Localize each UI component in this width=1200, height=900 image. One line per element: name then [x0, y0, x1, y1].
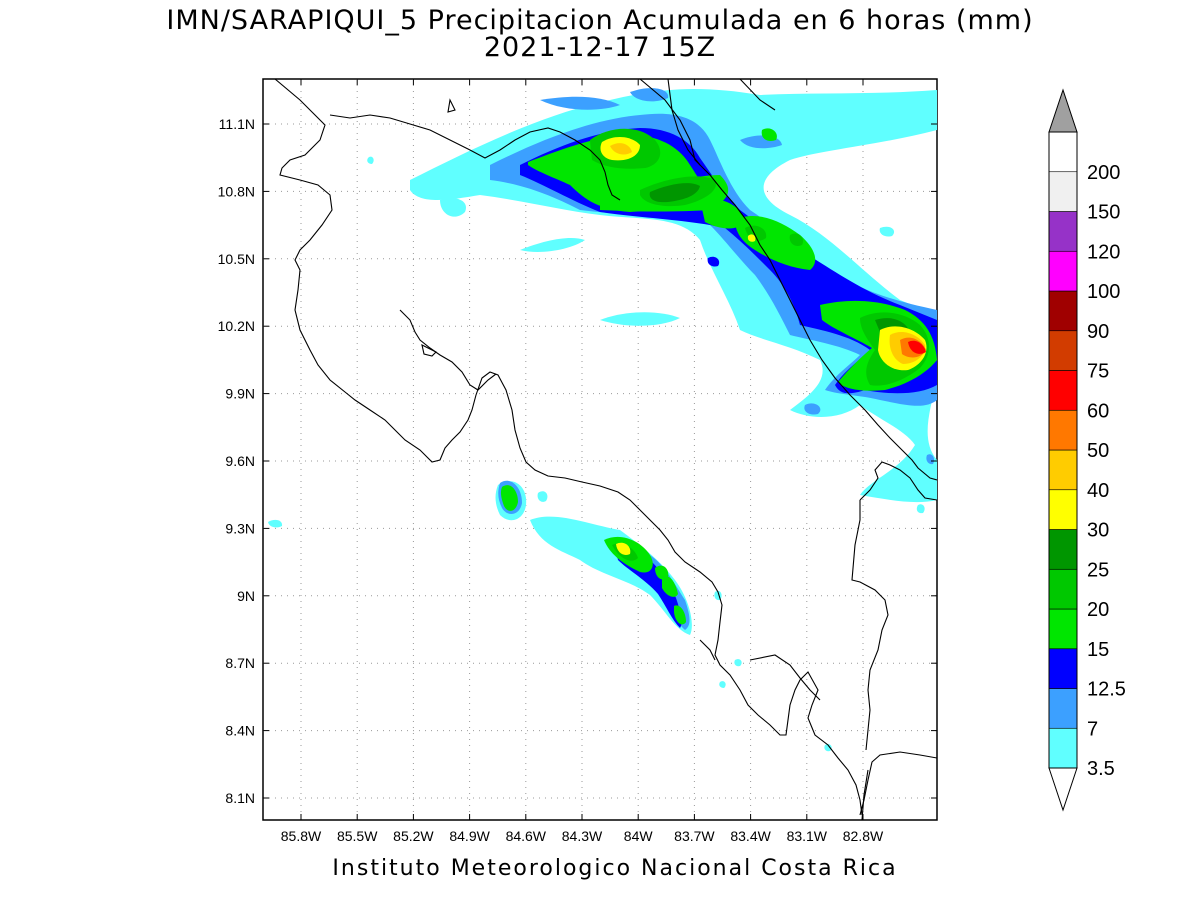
colorbar-label: 75: [1087, 361, 1109, 383]
lat-tick-label: 8.4N: [225, 723, 255, 739]
lon-tick-label: 85.8W: [281, 828, 322, 844]
latitude-axis: 11.1N 10.8N 10.5N 10.2N 9.9N 9.6N 9.3N 9N 8.7N 8.…: [218, 116, 937, 806]
colorbar-swatch: [1048, 489, 1078, 530]
colorbar-label: 60: [1087, 400, 1109, 422]
colorbar-label: 40: [1087, 480, 1109, 502]
colorbar-label: 7: [1087, 718, 1098, 740]
lat-tick-label: 9.3N: [225, 520, 255, 536]
map-title: IMN/SARAPIQUI_5 Precipitacion Acumulada …: [166, 5, 1034, 36]
colorbar-swatch: [1048, 727, 1078, 769]
colorbar-label: 200: [1087, 162, 1120, 184]
coastlines: [274, 79, 937, 820]
colorbar-label: 50: [1087, 440, 1109, 462]
colorbar-swatch: [1048, 290, 1078, 332]
lat-tick-label: 11.1N: [219, 116, 255, 132]
lon-tick-label: 85.5W: [337, 828, 378, 844]
colorbar-label: 120: [1087, 241, 1120, 263]
lon-tick-label: 84.9W: [449, 828, 490, 844]
map-datetime: 2021-12-17 15Z: [483, 32, 717, 63]
colorbar-bottom-arrow: [1048, 767, 1078, 812]
lon-tick-label: 83.1W: [787, 828, 828, 844]
colorbar-swatch: [1048, 250, 1078, 292]
lat-tick-label: 10.5N: [218, 251, 255, 267]
colorbar-label: 150: [1087, 202, 1120, 224]
colorbar-label: 20: [1087, 599, 1109, 621]
footer-credit: Instituto Meteorologico Nacional Costa R…: [332, 856, 898, 881]
colorbar-swatch: [1048, 688, 1078, 729]
colorbar-swatch: [1048, 409, 1078, 451]
precip-60mm: [908, 340, 926, 354]
lat-tick-label: 8.7N: [225, 655, 255, 671]
lat-tick-label: 10.2N: [218, 318, 255, 334]
lon-tick-label: 84W: [624, 828, 654, 844]
lat-tick-label: 8.1N: [225, 790, 255, 806]
colorbar-swatch: [1048, 608, 1078, 650]
colorbar: 3.5 7 12.5 15 20 25 30 40 50 60 75 90 100 120 150 200: [1048, 88, 1126, 812]
lat-tick-label: 9.9N: [225, 386, 255, 402]
colorbar-swatch: [1048, 370, 1078, 411]
colorbar-label: 3.5: [1087, 758, 1115, 780]
lon-tick-label: 85.2W: [393, 828, 434, 844]
lon-tick-label: 83.4W: [730, 828, 771, 844]
colorbar-label: 30: [1087, 520, 1109, 542]
colorbar-label: 100: [1087, 281, 1120, 303]
colorbar-swatch: [1048, 529, 1078, 570]
colorbar-label: 90: [1087, 321, 1109, 343]
colorbar-label: 25: [1087, 559, 1109, 581]
longitude-axis: 85.8W 85.5W 85.2W 84.9W 84.6W 84.3W 84W 83.7W 83…: [281, 79, 884, 844]
colorbar-swatch: [1048, 211, 1078, 252]
lat-tick-label: 10.8N: [218, 183, 255, 199]
lon-tick-label: 84.3W: [562, 828, 603, 844]
lat-tick-label: 9.6N: [225, 453, 255, 469]
colorbar-top-arrow: [1048, 88, 1078, 133]
lon-tick-label: 83.7W: [674, 828, 715, 844]
lon-tick-label: 84.6W: [506, 828, 547, 844]
colorbar-label: 12.5: [1087, 679, 1126, 701]
colorbar-swatch: [1048, 568, 1078, 610]
lat-tick-label: 9N: [237, 588, 255, 604]
colorbar-swatch: [1048, 171, 1078, 212]
colorbar-swatch: [1048, 648, 1078, 689]
colorbar-swatch: [1048, 449, 1078, 491]
colorbar-label: 15: [1087, 639, 1109, 661]
lon-tick-label: 82.8W: [843, 828, 884, 844]
colorbar-swatch: [1048, 330, 1078, 371]
